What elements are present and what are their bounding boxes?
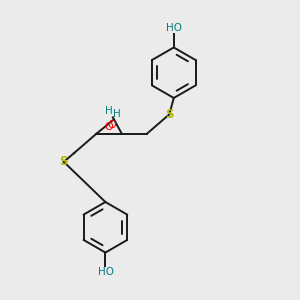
Text: H: H <box>105 106 113 116</box>
Text: H: H <box>112 109 120 119</box>
Text: HO: HO <box>98 267 114 278</box>
Text: HO: HO <box>167 22 182 33</box>
Text: S: S <box>60 155 68 168</box>
Text: O: O <box>108 120 116 130</box>
Text: O: O <box>105 122 113 132</box>
Text: S: S <box>165 108 174 121</box>
